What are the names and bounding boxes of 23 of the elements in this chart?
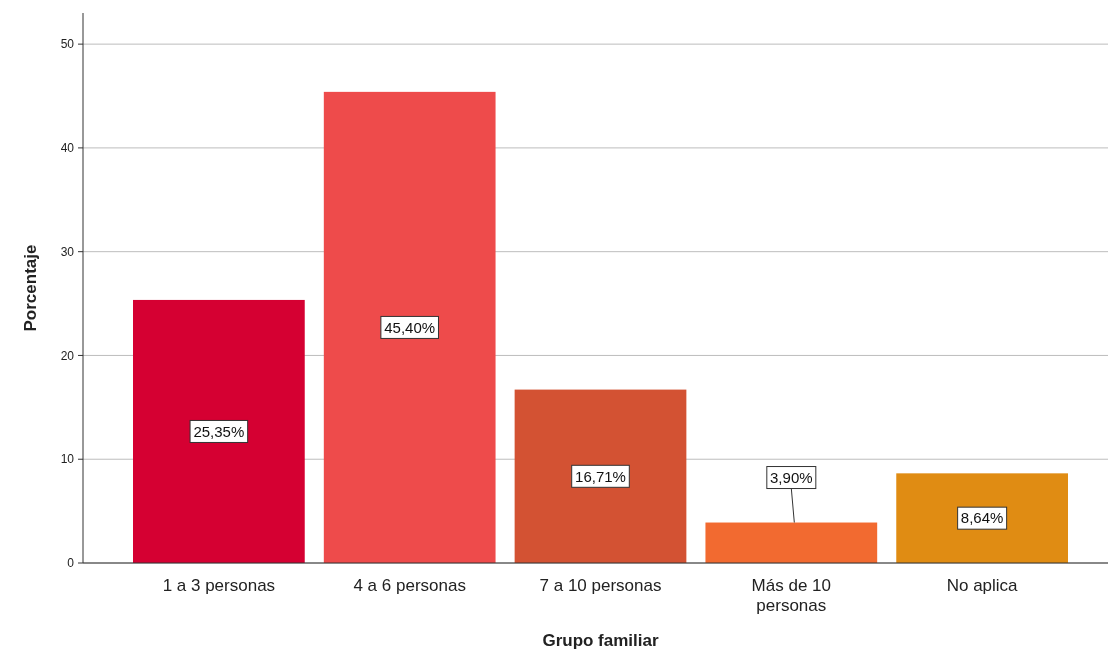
data-label: 45,40% [384,318,436,336]
x-tick-label: 1 a 3 personas [162,576,276,595]
data-label: 25,35% [193,422,245,440]
data-label: 3,90% [770,468,813,486]
x-tick-label: Más de 10 personas [751,576,832,615]
x-tick-label: 4 a 6 personas [353,576,466,595]
y-tick-label: 0 [67,556,75,571]
x-axis-title: Grupo familiar [542,631,659,650]
y-tick-label: 50 [60,37,75,52]
y-tick-label: 40 [60,141,75,156]
bar [133,299,305,563]
x-tick-label: No aplica [946,576,1019,595]
data-label: 8,64% [960,509,1004,527]
bar [705,522,878,563]
bar [514,389,687,563]
y-tick-label: 30 [60,244,75,259]
y-tick-label: 10 [60,452,75,467]
bar [323,91,496,563]
y-axis-title: Porcentaje [21,244,40,332]
y-tick-label: 20 [60,348,75,363]
x-tick-label: 7 a 10 personas [539,576,662,595]
data-label: 16,71% [575,467,626,485]
bar [896,473,1068,563]
